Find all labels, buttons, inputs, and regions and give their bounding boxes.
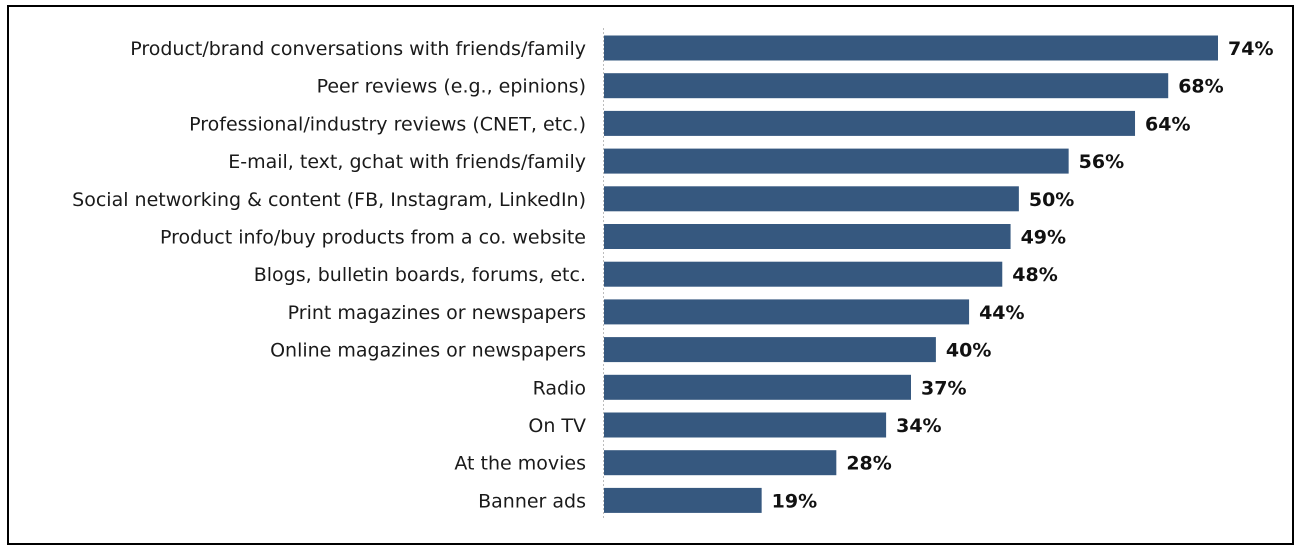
value-label: 37% [921, 377, 966, 399]
category-label: Banner ads [478, 490, 586, 512]
value-label: 44% [979, 302, 1024, 324]
value-label: 68% [1178, 76, 1223, 98]
category-label: At the movies [454, 453, 586, 475]
category-label: Social networking & content (FB, Instagr… [72, 189, 586, 211]
category-label: E-mail, text, gchat with friends/family [228, 151, 586, 173]
value-label: 64% [1145, 113, 1190, 135]
bar [604, 261, 1003, 287]
value-label: 40% [946, 340, 991, 362]
category-label: Print magazines or newspapers [288, 302, 586, 324]
value-label: 28% [846, 453, 891, 475]
bar [604, 224, 1011, 249]
bar [604, 374, 911, 400]
category-label: Radio [533, 377, 586, 399]
bar [604, 450, 837, 476]
category-label: Online magazines or newspapers [270, 340, 586, 362]
category-label: Product/brand conversations with friends… [130, 38, 586, 60]
value-label: 34% [896, 415, 941, 437]
category-label: Product info/buy products from a co. web… [160, 227, 586, 249]
bar [604, 186, 1019, 212]
bar [604, 412, 887, 438]
bar [604, 73, 1169, 99]
value-label: 74% [1228, 38, 1273, 60]
bar [604, 35, 1218, 61]
value-label: 49% [1021, 227, 1066, 249]
value-label: 48% [1012, 264, 1057, 286]
category-label: Professional/industry reviews (CNET, etc… [189, 113, 586, 135]
bar [604, 148, 1069, 174]
category-label: Blogs, bulletin boards, forums, etc. [254, 264, 586, 286]
bar [604, 487, 762, 513]
bar [604, 337, 936, 363]
category-label: On TV [528, 415, 586, 437]
bar [604, 299, 970, 325]
category-label: Peer reviews (e.g., epinions) [317, 76, 586, 98]
value-label: 56% [1079, 151, 1124, 173]
bars-group: Product/brand conversations with friends… [72, 35, 1273, 513]
bar [604, 110, 1136, 136]
value-label: 50% [1029, 189, 1074, 211]
value-label: 19% [772, 490, 817, 512]
bar-chart: Product/brand conversations with friends… [72, 28, 1273, 518]
